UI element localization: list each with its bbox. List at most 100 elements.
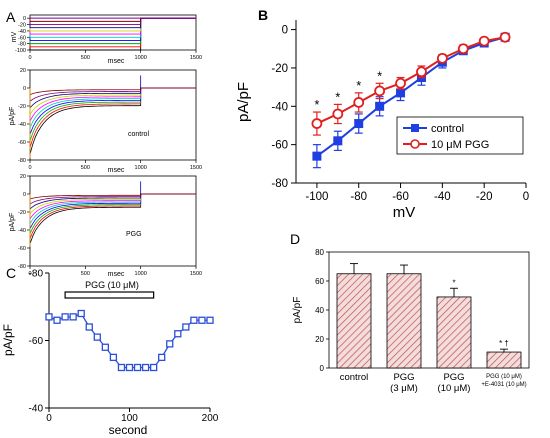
data-point: [312, 151, 322, 161]
y-tick-label: -80: [18, 264, 26, 270]
chart-a-pgg: pA/pF msec PGG 20 0 -20 -40 -60 -80 0 500 1000 1…: [9, 174, 202, 278]
legend-marker-pgg: [410, 139, 420, 149]
data-point: [85, 323, 93, 331]
y-tick-label: -100: [15, 48, 26, 54]
data-point: [133, 363, 142, 372]
current-sweep-trace: [29, 193, 196, 205]
x-tick-label: 200: [202, 413, 219, 424]
y-axis-label: pA/pF: [235, 82, 252, 122]
data-point: [375, 101, 385, 111]
y-tick-label: -40: [271, 101, 288, 113]
y-tick-label: 20: [315, 335, 324, 344]
x-tick-label: 1000: [135, 55, 147, 61]
category-label: control: [340, 372, 369, 383]
data-point: [332, 108, 344, 120]
data-point: [311, 118, 323, 129]
y-tick-label: -60: [29, 336, 44, 347]
data-point: [166, 340, 174, 348]
current-sweep-trace: [29, 193, 196, 210]
bar: [486, 351, 522, 369]
current-sweep-trace: [29, 193, 196, 221]
y-tick-label: -40: [18, 228, 26, 234]
y-tick-label: -60: [18, 35, 26, 41]
data-point: [396, 88, 406, 98]
current-sweep-trace: [29, 193, 196, 244]
data-point: [117, 363, 126, 372]
x-axis-label: msec: [108, 167, 125, 174]
data-point: [93, 333, 101, 341]
data-point: [198, 316, 206, 324]
data-point: [149, 363, 158, 372]
x-tick-label: -100: [305, 191, 328, 203]
legend-label-control: control: [431, 123, 464, 135]
x-axis-label: mV: [393, 204, 416, 221]
panel-label-a: A: [6, 9, 16, 25]
legend-label-pgg: 10 μM PGG: [431, 139, 489, 151]
y-axis-label: pA/pF: [9, 107, 16, 126]
legend: control 10 μM PGG: [396, 116, 524, 155]
current-sweep-trace: [29, 193, 196, 234]
trace-annotation: PGG: [126, 231, 142, 238]
current-sweep-trace: [29, 87, 196, 148]
current-sweep-trace: [29, 87, 196, 109]
pgg-application-label: PGG (10 μM): [85, 280, 139, 290]
category-label: +E-4031 (10 μM): [481, 382, 526, 388]
data-point: [141, 363, 150, 372]
current-sweep-trace: [29, 193, 196, 200]
data-point: [69, 313, 77, 321]
significance-marker: *: [314, 97, 319, 112]
significance-marker: * †: [499, 339, 509, 348]
axis-frame: [29, 69, 197, 161]
significance-marker: *: [452, 278, 455, 287]
voltage-step-trace: [29, 17, 196, 48]
x-tick-label: 1500: [190, 165, 202, 171]
x-tick-label: -20: [476, 191, 493, 203]
y-tick-label: 0: [23, 192, 26, 198]
category-label: (10 μM): [438, 383, 471, 394]
current-sweep-trace: [29, 87, 196, 155]
x-tick-label: -40: [434, 191, 451, 203]
x-tick-label: 0: [28, 271, 31, 277]
y-tick-label: -60: [18, 140, 26, 146]
x-tick-label: 1000: [135, 165, 147, 171]
bar: [436, 296, 472, 369]
x-tick-label: -80: [350, 191, 367, 203]
chart-a-control: pA/pF msec control 20 0 -20 -40 -60 -80 0 500 1…: [9, 68, 202, 174]
data-point: [190, 316, 198, 324]
y-tick-label: -20: [271, 63, 288, 75]
y-tick-label: -40: [29, 404, 44, 415]
chart-b-iv-curve: pA/pF mV -100 -80 -60 -40 -20 00-20-40-60-80 …: [235, 20, 529, 221]
data-point: [182, 323, 190, 331]
significance-marker: *: [377, 68, 382, 83]
y-tick-label: 0: [23, 86, 26, 92]
category-label: PGG: [393, 372, 414, 383]
current-sweep-trace: [29, 193, 196, 215]
x-tick-label: 0: [523, 191, 529, 203]
y-tick-label: -60: [18, 246, 26, 252]
panel-label-c: C: [6, 265, 16, 281]
category-label: PGG (10 μM): [486, 374, 522, 380]
x-axis-label: second: [109, 423, 148, 437]
x-tick-label: 500: [81, 271, 90, 277]
y-tick-label: -20: [18, 210, 26, 216]
voltage-step-trace: [29, 17, 196, 29]
axis-frame: [29, 175, 197, 267]
x-tick-label: 1500: [190, 55, 202, 61]
data-point: [174, 330, 182, 338]
series-line: [316, 36, 506, 157]
current-sweep-trace: [29, 193, 196, 229]
x-tick-label: 500: [81, 55, 90, 61]
current-sweep-trace: [29, 87, 196, 96]
y-axis-label: pA/pF: [9, 213, 16, 232]
current-sweep-trace: [29, 87, 196, 142]
data-point: [77, 309, 85, 318]
series-line: [48, 312, 210, 369]
data-point: [395, 77, 406, 89]
current-sweep-trace: [29, 87, 196, 123]
x-tick-label: 0: [28, 55, 31, 61]
legend-box: [396, 116, 524, 155]
y-tick-label: -20: [18, 23, 26, 29]
x-tick-label: 100: [121, 413, 138, 424]
data-point: [333, 136, 343, 146]
